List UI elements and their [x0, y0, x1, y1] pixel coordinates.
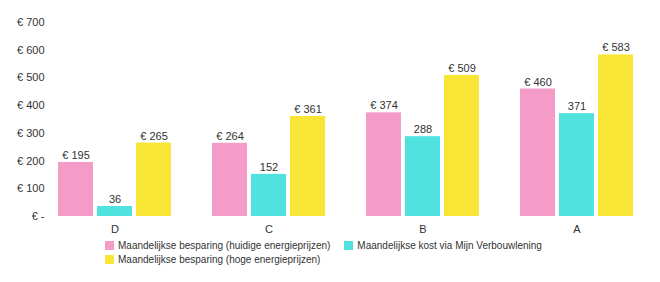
svg-text:€ 300: € 300 [17, 127, 45, 139]
svg-text:€ 200: € 200 [17, 155, 45, 167]
svg-text:€ 265: € 265 [140, 130, 168, 142]
svg-text:€ 264: € 264 [216, 130, 244, 142]
svg-text:€ 374: € 374 [370, 99, 398, 111]
svg-text:36: 36 [109, 193, 121, 205]
svg-text:€ 600: € 600 [17, 44, 45, 56]
svg-text:D: D [111, 223, 119, 235]
svg-text:A: A [573, 223, 581, 235]
svg-text:€ 700: € 700 [17, 16, 45, 28]
svg-text:€ 400: € 400 [17, 99, 45, 111]
html-text:Maandelijkse besparing (hoge e: Maandelijkse besparing (hoge energieprij… [118, 254, 321, 265]
svg-text:€ 500: € 500 [17, 71, 45, 83]
svg-text:€ 100: € 100 [17, 182, 45, 194]
svg-text:C: C [265, 223, 273, 235]
svg-text:€ 460: € 460 [524, 76, 552, 88]
html-text:Maandelijkse besparing (huidig: Maandelijkse besparing (huidige energiep… [118, 240, 331, 251]
html-text:Maandelijkse kost via Mijn Ver: Maandelijkse kost via Mijn Verbouwlening [357, 240, 542, 251]
svg-text:€ 509: € 509 [448, 62, 476, 74]
svg-text:152: 152 [260, 161, 278, 173]
svg-text:€ -: € - [32, 210, 45, 222]
svg-text:€ 195: € 195 [62, 149, 90, 161]
svg-text:288: 288 [414, 123, 432, 135]
svg-text:€ 583: € 583 [602, 41, 630, 53]
svg-text:B: B [419, 223, 426, 235]
svg-text:€ 361: € 361 [294, 103, 322, 115]
svg-text:371: 371 [568, 100, 586, 112]
